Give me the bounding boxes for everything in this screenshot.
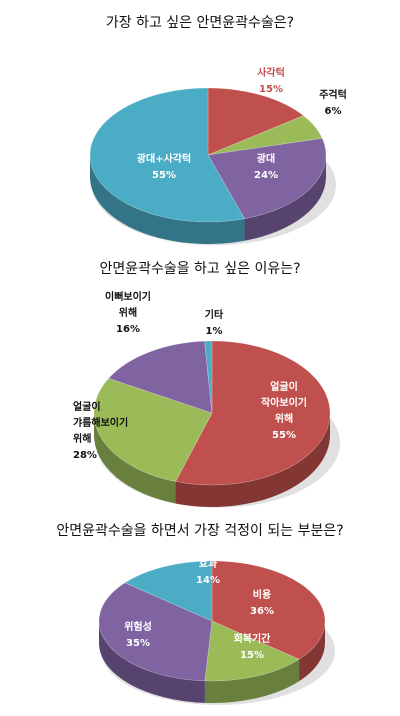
slice-value-label: 35% [126,638,150,649]
pie-chart-1: 사각턱 15% 주걱턱 6% 광대 24% 광대+사각턱 55% [89,66,347,246]
pie-slice-3 [98,582,213,682]
pie-side-3 [99,621,205,703]
pie-slice-2 [204,620,300,682]
pie-slice-4 [204,340,213,414]
slice-value-label: 6% [325,106,342,117]
slice-category-label: 주걱턱 [319,89,347,101]
pie-side-1 [175,413,330,508]
pie-slice-1 [175,340,331,486]
slice-category-label: 기타 [205,308,224,321]
slice-value-label: 24% [254,170,278,181]
slice-category-label: 비용 [253,588,271,601]
slice-value-label: 1% [206,326,223,337]
pie-side-2 [204,659,300,703]
slice-category-label: 얼굴이 [73,400,101,413]
slice-value-label: 55% [152,170,176,181]
pie-chart-2: 얼굴이작아보이기위해55%얼굴이갸름해보이기위해28%이뻐보이기위해16%기타1… [73,290,340,508]
chart-title-preferred-surgery: 가장 하고 싶은 안면윤곽수술은? [105,15,295,31]
slice-value-label: 16% [116,324,140,335]
pie-slice-4 [124,560,213,622]
slice-category-label: 회복기간 [234,632,272,645]
slice-value-label: 36% [250,606,274,617]
slice-category-label: 이뻐보이기 [105,290,151,303]
pie-slice-4 [89,87,245,223]
slice-value-label: 15% [259,84,283,95]
pie-side-4 [89,155,245,244]
pie-side-3 [244,155,326,241]
pie-slice-1 [207,87,305,156]
slice-category-label: 사각턱 [257,66,285,79]
pie-slice-3 [108,340,213,414]
slice-value-label: 55% [272,430,296,441]
slice-category-label: 갸름해보이기 [73,416,128,429]
slice-category-label: 위해 [275,412,293,425]
chart-title-surgery-concern: 안면윤곽수술을 하면서 가장 걱정이 되는 부분은? [56,523,344,539]
slice-category-label: 광대+사각턱 [137,152,191,165]
slice-category-label: 작아보이기 [261,396,307,409]
pie-chart-3: 비용 36% 회복기간 15% 위험성 35% 효과 14% [98,557,335,705]
pie-slice-3 [207,138,327,220]
slice-value-label: 28% [73,450,97,461]
slice-category-label: 위험성 [124,620,152,633]
pie-slice-2 [93,377,213,482]
slice-category-label: 얼굴이 [270,380,298,393]
pie-slice-2 [207,115,323,156]
slice-category-label: 위해 [119,306,137,319]
pie-slice-1 [211,560,326,660]
chart-title-surgery-reason: 안면윤곽수술을 하고 싶은 이유는? [99,261,301,277]
pie-side-1 [299,621,325,682]
slice-value-label: 15% [240,650,264,661]
slice-category-label: 위해 [73,432,91,445]
slice-category-label: 광대 [257,152,275,165]
slice-value-label: 14% [196,575,220,586]
slice-category-label: 효과 [199,557,218,570]
pie-side-2 [94,413,176,504]
